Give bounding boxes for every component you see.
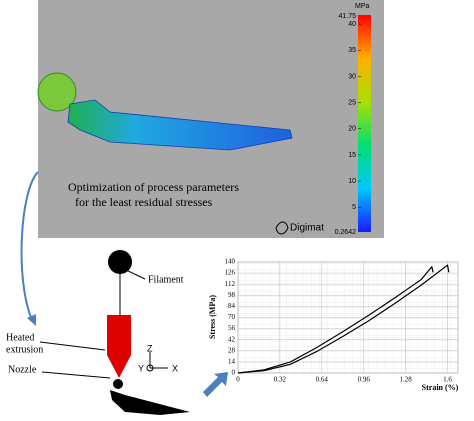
x-tick-label: 1.28 xyxy=(399,376,412,384)
x-tick-label: 0.32 xyxy=(274,376,287,384)
extrusion-label: extrusion xyxy=(6,344,43,355)
colorbar-tick-label: 25 xyxy=(348,99,356,106)
colorbar-tick-label: 40 xyxy=(348,21,356,28)
y-axis-title: Stress (MPa) xyxy=(208,295,217,339)
extrudate xyxy=(113,379,123,389)
x-tick-label: 0 xyxy=(236,376,240,384)
colorbar-tick-label: 20 xyxy=(348,126,356,133)
y-tick-label: 70 xyxy=(228,313,236,321)
leader xyxy=(121,267,146,280)
x-tick-label: 1.6 xyxy=(443,376,452,384)
axis-z-label: Z xyxy=(147,343,153,353)
colorbar-min: 0.2642 xyxy=(335,229,357,236)
colorbar-unit: MPa xyxy=(355,3,370,10)
filament-label: Filament xyxy=(148,274,184,285)
filament-spool xyxy=(108,250,132,274)
y-tick-label: 140 xyxy=(225,258,236,266)
y-tick-label: 112 xyxy=(225,280,236,288)
printed-part xyxy=(110,390,190,415)
brand-logo xyxy=(275,221,289,235)
y-tick-label: 0 xyxy=(232,369,236,377)
y-tick-label: 126 xyxy=(225,269,236,277)
arrow-head xyxy=(27,314,36,326)
x-axis-title: Strain (%) xyxy=(422,383,459,392)
y-tick-label: 84 xyxy=(228,302,236,310)
femoral-head xyxy=(37,72,77,112)
y-tick-label: 14 xyxy=(228,358,236,366)
colorbar xyxy=(358,15,371,232)
x-tick-label: 0.64 xyxy=(316,376,329,384)
y-tick-label: 56 xyxy=(228,324,236,332)
heater xyxy=(107,315,131,355)
brand: Digimat xyxy=(290,223,324,234)
connector-arrow xyxy=(20,171,39,321)
curve xyxy=(237,265,434,374)
nozzle xyxy=(107,355,131,378)
colorbar-tick-label: 35 xyxy=(348,47,356,54)
caption-line: Optimization of process parameters xyxy=(68,180,239,194)
nozzle-label: Nozzle xyxy=(8,364,37,375)
colorbar-tick-label: 30 xyxy=(348,73,356,80)
y-tick-label: 98 xyxy=(228,291,236,299)
axis-x-label: X xyxy=(172,363,178,373)
leader xyxy=(41,371,111,379)
block-arrow xyxy=(203,372,228,397)
colorbar-tick-label: 10 xyxy=(348,178,356,185)
leader xyxy=(39,341,106,351)
axis-y-label: Y xyxy=(138,363,144,373)
y-tick-label: 42 xyxy=(228,335,236,343)
heated-label: Heated xyxy=(6,332,34,343)
colorbar-tick-label: 5 xyxy=(352,204,356,211)
implant xyxy=(67,99,293,151)
colorbar-tick-label: 15 xyxy=(348,152,356,159)
colorbar-max: 41.75 xyxy=(338,13,356,20)
y-tick-label: 28 xyxy=(228,346,236,354)
axis-y xyxy=(146,364,154,372)
caption-line: for the least residual stresses xyxy=(75,195,213,209)
x-tick-label: 0.96 xyxy=(358,376,371,384)
curve xyxy=(237,264,450,374)
